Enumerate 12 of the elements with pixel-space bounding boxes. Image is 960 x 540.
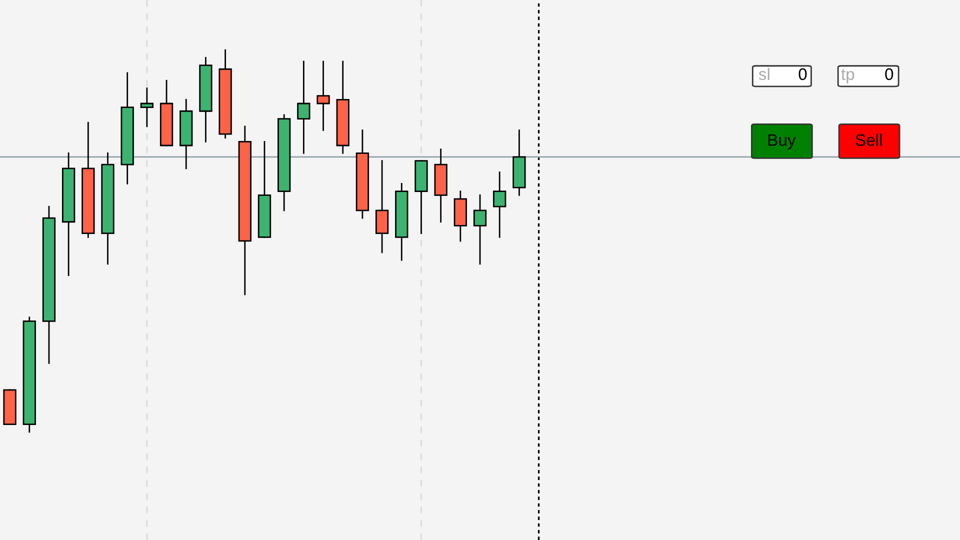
text: 0 [798, 68, 807, 80]
text: sl [758, 68, 770, 80]
candlestick [493, 172, 506, 238]
text: Sell [856, 134, 882, 146]
candlestick [316, 60, 330, 131]
candlestick [297, 60, 310, 154]
candlestick [140, 88, 154, 128]
text: tp [841, 69, 854, 84]
text: 0 [885, 68, 894, 80]
text: Buy [768, 134, 796, 150]
candlestick [473, 194, 487, 265]
candlestick [375, 160, 389, 254]
